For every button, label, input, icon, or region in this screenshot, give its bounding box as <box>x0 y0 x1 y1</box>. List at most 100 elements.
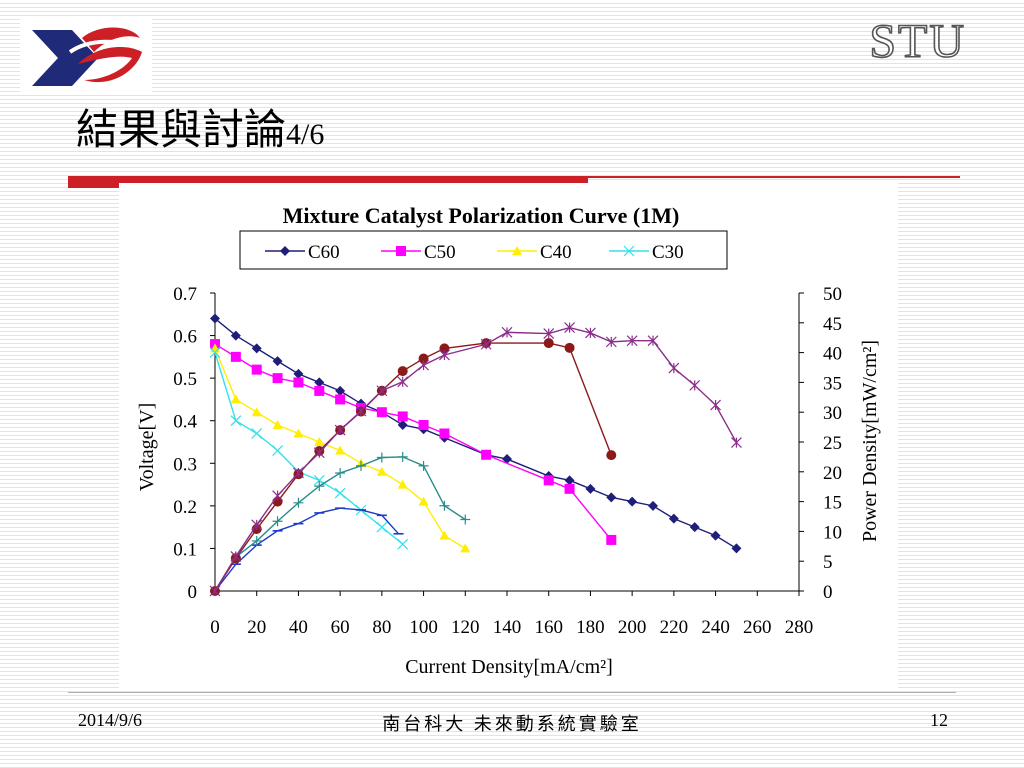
data-point-c60 <box>710 530 721 541</box>
data-point-power-7 <box>313 447 325 459</box>
data-point-c50 <box>314 385 325 396</box>
data-point-c60 <box>648 500 658 511</box>
x-axis-label: Current Density[mA/cm²] <box>405 656 613 678</box>
y-left-tick-label: 0.4 <box>173 412 197 433</box>
data-point-power-7 <box>230 551 242 562</box>
y-right-tick-label: 35 <box>823 373 842 394</box>
data-point-c50 <box>251 364 262 375</box>
data-point-c30 <box>230 415 242 427</box>
y-left-tick-label: 0.5 <box>173 369 197 390</box>
data-point-power-5 <box>272 516 283 527</box>
brand-logotype: STU <box>869 15 966 68</box>
y-left-tick-label: 0.1 <box>173 539 197 560</box>
data-point-c40 <box>460 543 471 553</box>
y-left-tick-label: 0.2 <box>173 497 197 518</box>
data-point-c40 <box>335 445 346 455</box>
chart-panel: Mixture Catalyst Polarization Curve (1M)… <box>119 183 898 688</box>
data-point-power-7 <box>439 349 450 361</box>
legend-label-c50: C50 <box>424 242 456 263</box>
data-point-c50 <box>230 351 241 362</box>
x-tick-label: 260 <box>743 617 772 638</box>
data-point-power-7 <box>293 467 304 479</box>
y-left-tick-label: 0.6 <box>173 327 197 348</box>
y-axis-label-right: Power Density[mW/cm²] <box>859 340 881 542</box>
y-right-tick-label: 5 <box>823 552 833 573</box>
x-tick-label: 240 <box>701 617 730 638</box>
data-point-c60 <box>689 522 700 533</box>
data-point-c50 <box>439 428 450 439</box>
stu-logo <box>20 18 152 94</box>
x-tick-label: 100 <box>409 617 438 638</box>
y-left-tick-label: 0.7 <box>173 284 197 305</box>
x-tick-label: 40 <box>289 617 308 638</box>
legend-label-c30: C30 <box>652 242 684 263</box>
data-point-c50 <box>335 394 346 405</box>
slide-title-number: 4/6 <box>286 118 325 151</box>
data-point-c40 <box>314 437 325 446</box>
footer-page-number: 12 <box>930 710 948 730</box>
data-point-c60 <box>293 368 304 379</box>
data-point-power-6 <box>397 366 408 377</box>
data-point-power-7 <box>251 519 263 531</box>
data-point-power-7 <box>585 327 596 339</box>
data-point-c40 <box>230 394 241 404</box>
x-tick-label: 280 <box>785 617 814 638</box>
data-point-power-7 <box>689 379 701 391</box>
footer-divider <box>68 692 956 693</box>
x-tick-label: 180 <box>576 617 605 638</box>
data-point-c50 <box>481 449 492 460</box>
data-point-c50 <box>272 373 283 384</box>
series-c40 <box>210 343 471 553</box>
data-point-c30 <box>251 428 263 439</box>
data-point-power-7 <box>209 585 221 597</box>
data-point-c30 <box>272 445 283 456</box>
data-point-c60 <box>606 492 617 503</box>
y-right-tick-label: 50 <box>823 284 842 305</box>
data-point-c60 <box>251 343 262 354</box>
stu-logo-mark <box>32 27 142 86</box>
data-point-c60 <box>230 330 241 341</box>
series-line-c30 <box>214 352 404 545</box>
data-point-power-7 <box>480 338 492 350</box>
data-point-c50 <box>397 411 408 422</box>
data-point-c40 <box>418 496 429 506</box>
data-point-c30 <box>397 538 409 550</box>
data-point-c50 <box>418 419 429 430</box>
legend-marker-c30 <box>623 245 635 257</box>
data-point-power-6 <box>606 450 617 461</box>
series-power-5 <box>210 451 471 596</box>
data-point-power-5 <box>293 497 304 508</box>
data-point-power-7 <box>710 399 721 411</box>
data-point-c60 <box>314 377 325 388</box>
data-point-c40 <box>293 428 304 438</box>
data-point-c50 <box>293 377 304 388</box>
legend-label-c40: C40 <box>540 242 572 263</box>
footer-date: 2014/9/6 <box>78 710 143 730</box>
footer-organization: 南台科大 未來動系統實驗室 <box>382 714 642 734</box>
data-point-c30 <box>376 521 388 533</box>
data-point-power-7 <box>376 385 388 397</box>
x-tick-label: 200 <box>618 617 647 638</box>
data-point-c60 <box>585 483 596 494</box>
y-right-tick-label: 10 <box>823 522 842 543</box>
data-point-c50 <box>543 475 554 486</box>
legend-marker-c50 <box>396 246 406 256</box>
y-right-tick-label: 0 <box>823 582 833 603</box>
data-point-c40 <box>272 419 283 429</box>
data-point-c60 <box>335 385 346 396</box>
data-point-power-5 <box>439 500 450 511</box>
data-point-power-6 <box>418 353 429 364</box>
data-point-c50 <box>606 534 617 545</box>
polarization-chart: Mixture Catalyst Polarization Curve (1M)… <box>136 203 881 678</box>
data-point-power-5 <box>335 467 346 478</box>
data-point-power-7 <box>543 328 555 339</box>
legend-marker-c40 <box>512 246 522 255</box>
y-right-tick-label: 30 <box>823 403 842 424</box>
chart-plot <box>209 313 742 597</box>
y-right-tick-label: 20 <box>823 463 842 484</box>
data-point-c60 <box>731 543 742 554</box>
slide-title: 結果與討論4/6 <box>76 110 324 152</box>
y-right-tick-label: 15 <box>823 493 842 514</box>
data-point-power-5 <box>356 460 366 471</box>
series-power-6 <box>210 338 617 596</box>
